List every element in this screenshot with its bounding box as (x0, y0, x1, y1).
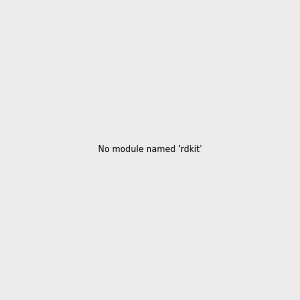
Text: No module named 'rdkit': No module named 'rdkit' (98, 146, 202, 154)
